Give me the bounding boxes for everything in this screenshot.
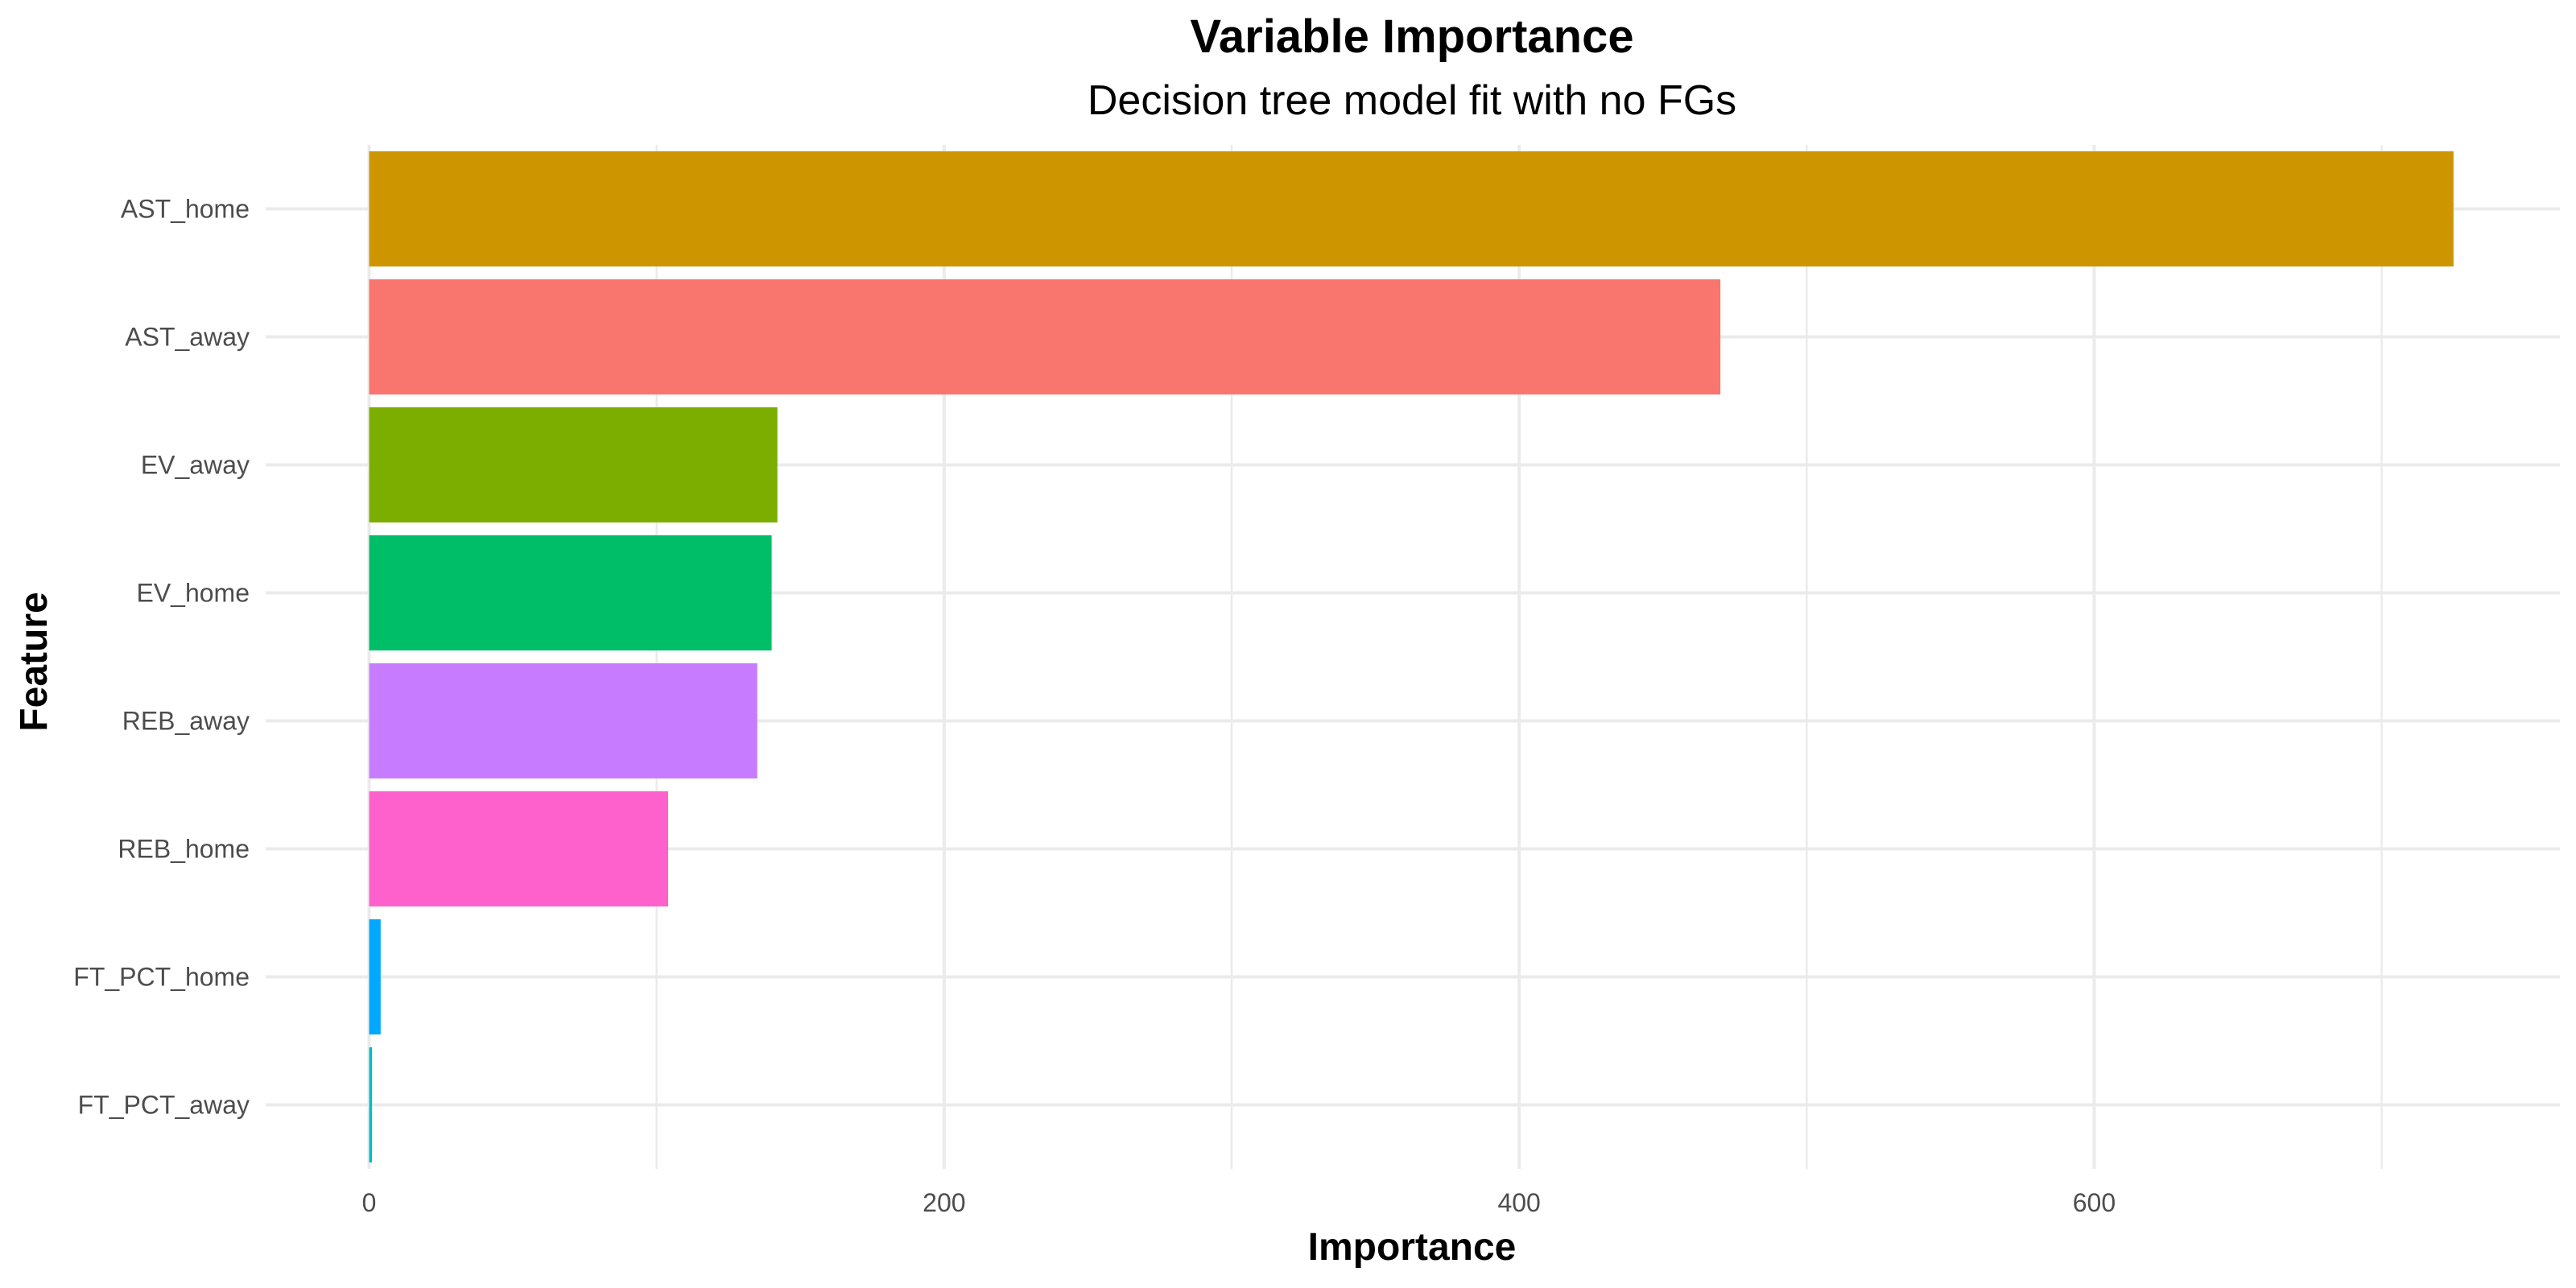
chart-subtitle: Decision tree model fit with no FGs bbox=[1088, 77, 1736, 124]
bar-FT_PCT_home bbox=[369, 919, 381, 1035]
bar-FT_PCT_away bbox=[369, 1046, 373, 1163]
x-tick-label: 0 bbox=[362, 1188, 377, 1217]
y-tick-label: FT_PCT_away bbox=[78, 1091, 250, 1120]
y-tick-label: AST_home bbox=[121, 195, 250, 224]
y-axis-title: Feature bbox=[13, 592, 56, 731]
bar-REB_away bbox=[369, 663, 758, 779]
bars bbox=[369, 151, 2454, 1163]
bar-AST_away bbox=[369, 279, 1721, 395]
y-tick-label: FT_PCT_home bbox=[73, 963, 250, 992]
y-tick-label: REB_home bbox=[118, 835, 250, 864]
y-tick-label: EV_home bbox=[136, 579, 250, 608]
bar-AST_home bbox=[369, 151, 2454, 267]
x-tick-label: 400 bbox=[1497, 1188, 1540, 1217]
bar-REB_home bbox=[369, 791, 668, 907]
y-tick-labels: AST_home AST_away EV_away EV_home REB_away RE… bbox=[73, 195, 250, 1120]
y-tick-label: REB_away bbox=[122, 707, 250, 736]
x-tick-label: 200 bbox=[923, 1188, 965, 1217]
x-tick-labels: 0 200 400 600 bbox=[362, 1188, 2116, 1217]
y-tick-label: AST_away bbox=[125, 323, 250, 352]
chart-title: Variable Importance bbox=[1190, 10, 1633, 63]
x-tick-label: 600 bbox=[2073, 1188, 2116, 1217]
bar-EV_home bbox=[369, 535, 772, 651]
bar-EV_away bbox=[369, 407, 778, 523]
y-tick-label: EV_away bbox=[141, 451, 250, 480]
x-axis-title: Importance bbox=[1308, 1226, 1517, 1269]
